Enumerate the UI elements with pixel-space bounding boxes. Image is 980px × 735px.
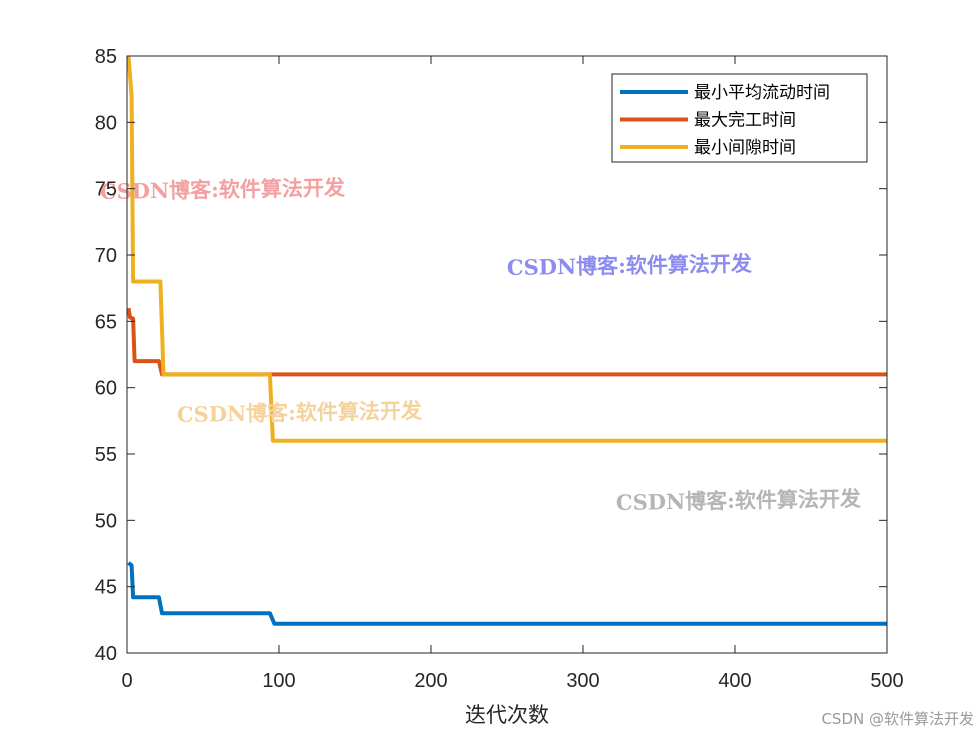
watermark-text: CSDN博客:软件算法开发	[507, 251, 753, 280]
y-tick-label: 45	[95, 577, 117, 599]
watermark-text: CSDN博客:软件算法开发	[616, 486, 862, 515]
y-tick-label: 75	[95, 179, 117, 201]
legend-label: 最大完工时间	[694, 111, 796, 131]
y-tick-label: 60	[95, 378, 117, 400]
x-tick-label: 400	[718, 670, 751, 692]
axes-frame	[126, 55, 888, 654]
watermark-text: CSDN博客:软件算法开发	[177, 398, 423, 427]
series-line-3	[126, 55, 887, 443]
series-line-1	[127, 561, 887, 626]
x-tick-label: 0	[121, 670, 132, 692]
axes-layer	[126, 55, 888, 654]
y-tick-label: 40	[95, 643, 117, 665]
x-tick-label: 100	[262, 670, 295, 692]
series-layer	[126, 55, 887, 626]
x-tick-label: 500	[870, 670, 903, 692]
x-tick-label: 300	[566, 670, 599, 692]
legend-label: 最小平均流动时间	[694, 83, 830, 103]
y-tick-label: 50	[95, 510, 117, 532]
watermark-layer: CSDN博客:软件算法开发 CSDN博客:软件算法开发 CSDN博客:软件算法开发 C…	[100, 175, 862, 515]
y-tick-label: 80	[95, 112, 117, 134]
watermark-text: CSDN博客:软件算法开发	[100, 175, 346, 204]
x-axis-label: 迭代次数	[465, 703, 549, 727]
y-tick-label: 70	[95, 245, 117, 267]
legend-label: 最小间隙时间	[694, 138, 796, 158]
y-tick-label: 55	[95, 444, 117, 466]
x-tick-label: 200	[414, 670, 447, 692]
footer-watermark: CSDN @软件算法开发	[821, 710, 974, 728]
y-tick-label: 65	[95, 311, 117, 333]
y-tick-label: 85	[95, 46, 117, 68]
ticks-layer: 0 100 200 300 400 500 40 45 50 55 60 65 70 75 80 85	[95, 46, 904, 692]
